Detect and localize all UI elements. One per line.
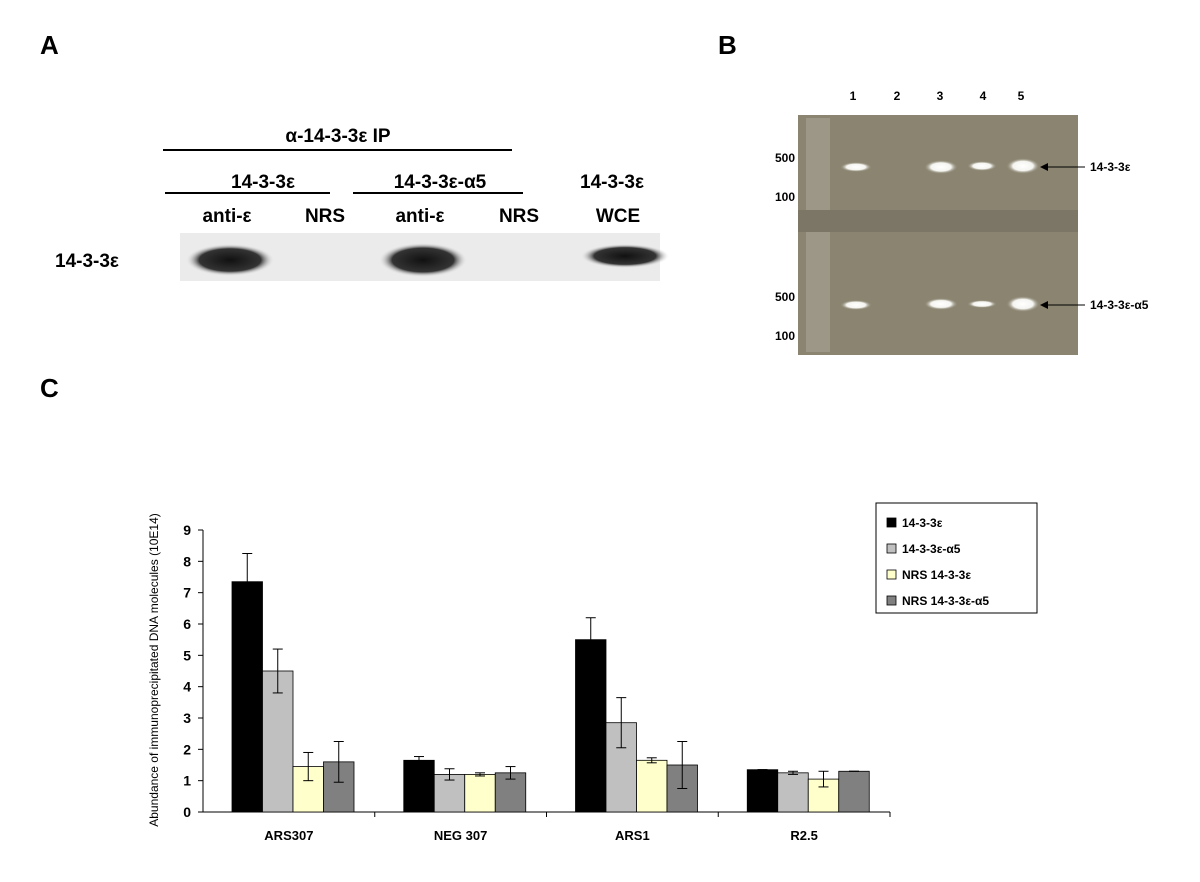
group-label: 14-3-3ε-α5 [394,172,487,193]
marker-label: 500 [775,290,795,304]
lane-label: WCE [596,206,640,227]
blot-band [186,244,274,276]
lane-label: anti-ε [202,206,251,227]
x-tick-label: R2.5 [790,828,817,843]
gel-band [924,298,958,310]
error-bar [646,757,657,764]
error-bar [444,768,455,781]
ip-label: α-14-3-3ε IP [285,126,391,147]
bar [262,670,294,813]
marker-label: 100 [775,190,795,204]
y-tick-label: 9 [183,522,191,538]
bar [323,761,355,813]
lane-number: 5 [1018,89,1025,103]
blot-band [379,243,467,277]
gel-well [798,210,1078,232]
lane-label: NRS [499,206,539,227]
legend-swatch [886,517,897,528]
gel-band [924,160,958,174]
lane-label: NRS [305,206,345,227]
y-tick-label: 5 [183,647,191,663]
legend-label: 14-3-3ε-α5 [902,542,961,556]
row-label: 14-3-3ε [55,251,119,272]
y-tick-label: 4 [183,679,191,695]
gel-band [840,162,872,172]
gel-band [840,300,872,310]
group-label: 14-3-3ε [580,172,644,193]
x-tick-label: ARS307 [264,828,313,843]
y-tick-label: 3 [183,710,191,726]
panel-label: A [40,30,59,60]
lane-label: anti-ε [395,206,444,227]
bar [636,759,668,813]
legend-label: NRS 14-3-3ε [902,568,971,582]
legend-label: NRS 14-3-3ε-α5 [902,594,989,608]
error-bar [303,751,314,782]
lane-number: 3 [937,89,944,103]
legend-box [875,502,1038,614]
error-bar [272,648,283,694]
lane-number: 4 [980,89,987,103]
y-tick-label: 8 [183,553,191,569]
error-bar [414,756,424,765]
x-tick-label: NEG 307 [434,828,487,843]
y-tick-label: 1 [183,773,191,789]
marker-label: 500 [775,151,795,165]
legend-swatch [886,569,897,580]
panel-label: C [40,373,59,403]
bar [838,770,870,813]
y-tick-label: 6 [183,616,191,632]
y-axis-title: Abundance of immunoprecipitated DNA mole… [147,513,161,827]
error-bar [677,741,688,789]
error-bar [616,697,627,749]
gel [798,115,1078,355]
bar [777,772,809,813]
error-bar [585,617,596,663]
error-bar [333,741,344,783]
band-label: 14-3-3ε-α5 [1090,298,1149,312]
legend-swatch [886,543,897,554]
y-tick-label: 2 [183,741,191,757]
legend-swatch [886,595,897,606]
bar [231,581,263,813]
gel-bands [840,158,1040,312]
error-bar [505,766,516,780]
marker-label: 100 [775,329,795,343]
bar [575,639,607,813]
gel-band [967,161,997,171]
legend-label: 14-3-3ε [902,516,943,530]
lane-number: 2 [894,89,901,103]
band-label: 14-3-3ε [1090,160,1131,174]
error-bar [475,772,485,777]
bar [403,759,435,813]
arrow-head [1040,163,1048,171]
x-tick-label: ARS1 [615,828,650,843]
panel-label: B [718,30,737,60]
bar-chart: 0 1 2 3 4 5 6 7 8 9 ARS307 NEG 307 ARS1 R2.5 14-3-3ε 14… [183,502,1038,843]
gel-band [967,300,997,308]
bar [746,769,779,813]
blot-band [581,244,669,268]
y-tick-label: 0 [183,804,191,820]
error-bar [818,770,829,788]
y-tick-label: 7 [183,585,191,601]
error-bar [788,770,798,775]
group-label: 14-3-3ε [231,172,295,193]
arrow-head [1040,301,1048,309]
gel-band [1006,158,1040,174]
bar [464,774,496,813]
gel-band [1006,296,1040,312]
error-bar [242,553,253,611]
ladder [806,118,830,352]
lane-number: 1 [850,89,857,103]
